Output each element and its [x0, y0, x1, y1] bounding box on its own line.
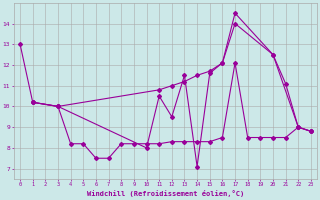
- X-axis label: Windchill (Refroidissement éolien,°C): Windchill (Refroidissement éolien,°C): [87, 190, 244, 197]
